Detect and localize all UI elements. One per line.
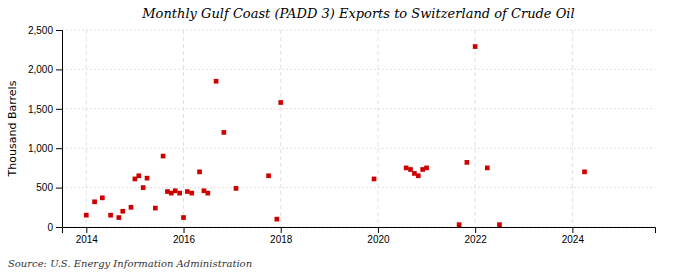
x-tick: 2020 [367,227,390,245]
x-tick-label: 2024 [562,234,585,245]
y-tick-label: 2,500 [28,25,53,36]
point [197,169,202,174]
point [177,191,182,196]
x-grid-line [280,30,281,227]
y-grid-line [62,30,655,31]
point [92,199,97,204]
x-tick-mark [475,227,476,233]
point [84,213,89,218]
x-axis: 2014 2016 2018 2020 2022 2024 [63,227,656,245]
title: Monthly Gulf Coast (PADD 3) Exports to S… [141,6,574,21]
x-tick: 2022 [465,227,488,245]
x-grid-line [183,30,184,227]
y-grid-line [62,69,655,70]
plot-area: 2014 2016 2018 2020 2022 2024 0 500 1,000 1,500 2,… [28,25,656,245]
point [372,177,377,182]
point [136,173,141,178]
y-tick-mark [56,227,62,228]
point [205,191,210,196]
y-tick: 2,500 [28,25,62,36]
point [278,100,283,105]
point [222,130,227,135]
x-tick: 2016 [173,227,196,245]
point [145,176,150,181]
y-tick: 1,000 [28,143,62,154]
x-grid-line [572,30,573,227]
y-tick-label: 500 [36,182,53,193]
y-tick: 500 [36,182,62,193]
x-tick-mark [572,227,573,233]
point [416,173,421,178]
x-tick-label: 2022 [465,234,488,245]
point [117,215,122,220]
points [84,44,587,227]
point [108,213,113,218]
x-tick-label: 2014 [76,234,99,245]
y-tick: 0 [47,222,62,233]
point [129,205,134,210]
point [189,191,194,196]
y-tick: 1,500 [28,104,62,115]
x-tick: 2018 [270,227,293,245]
y-axis: 0 500 1,000 1,500 2,000 2,500 [28,25,63,233]
x-grid-line [377,30,378,227]
x-tick: 2024 [562,227,585,245]
source: Source: U.S. Energy Information Administ… [8,258,252,269]
point [274,217,279,222]
point [234,186,239,191]
point [120,209,125,214]
x-grid-line [86,30,87,227]
x-tick-mark [86,227,87,233]
point [214,79,219,84]
point [497,222,502,227]
point [185,189,190,194]
y-tick-label: 1,500 [28,104,53,115]
y-axis-title: Thousand Barrels [6,80,19,177]
x-tick-label: 2016 [173,234,196,245]
point [457,222,462,227]
y-tick-mark [56,69,62,70]
x-tick-mark [281,227,282,233]
y-grid-line [62,148,655,149]
point [173,188,178,193]
y-tick-mark [56,109,62,110]
point [266,173,271,178]
x-tick-mark [378,227,379,233]
point [424,166,429,171]
point [153,206,158,211]
y-tick-mark [56,148,62,149]
point [181,215,186,220]
x-axis-line [63,228,656,234]
y-tick-mark [56,188,62,189]
x-tick-mark [184,227,185,233]
point [465,160,470,165]
y-grid-line [62,108,655,109]
y-tick: 2,000 [28,64,62,75]
y-axis-line [56,31,63,228]
x-tick-label: 2018 [270,234,293,245]
y-tick-label: 2,000 [28,64,53,75]
x-grid-line [475,30,476,227]
x-tick-label: 2020 [367,234,390,245]
chart: 2014 2016 2018 2020 2022 2024 0 500 1,000 1,500 2,… [0,0,675,275]
y-tick-label: 0 [47,222,53,233]
grid [62,30,655,227]
point [485,166,490,171]
y-grid-line [62,187,655,188]
y-tick-label: 1,000 [28,143,53,154]
y-tick-mark [56,30,62,31]
point [161,154,166,159]
point [404,166,409,171]
point [141,185,146,190]
x-tick: 2014 [76,227,99,245]
point [100,195,105,200]
point [582,169,587,174]
point [473,44,478,49]
